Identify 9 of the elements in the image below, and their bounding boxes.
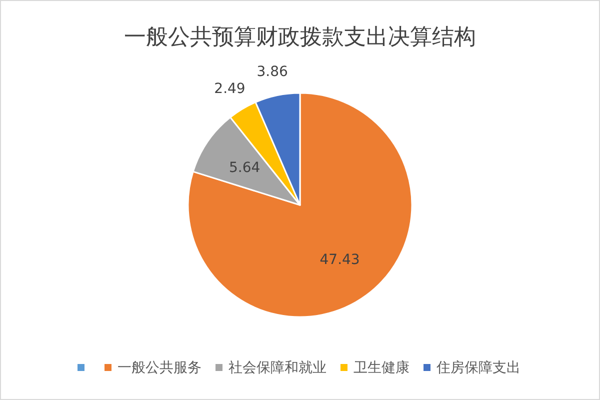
legend-label: 一般公共服务: [118, 360, 202, 376]
data-label: 47.43: [320, 252, 360, 268]
data-label: 3.86: [256, 64, 288, 80]
chart-title: 一般公共预算财政拨款支出决算结构: [124, 25, 476, 50]
legend-label: 卫生健康: [354, 360, 410, 376]
data-label: 5.64: [228, 160, 260, 176]
legend-label: 社会保障和就业: [228, 360, 326, 376]
legend-label: 住房保障支出: [436, 360, 520, 376]
data-label: 2.49: [214, 80, 246, 97]
